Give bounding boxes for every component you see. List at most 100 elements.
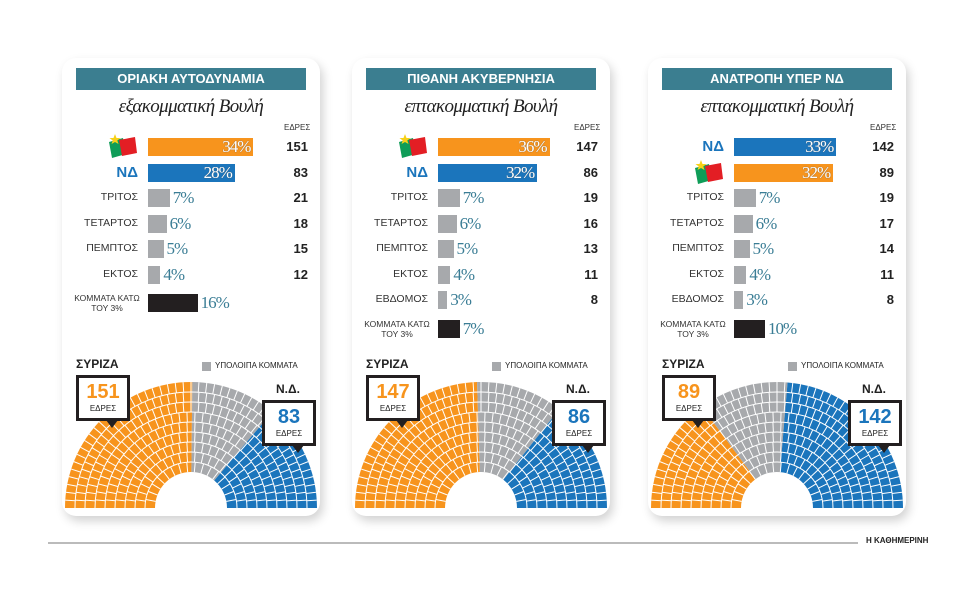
seat-callout: 83 ΕΔΡΕΣ: [262, 400, 316, 446]
seat-divider: [269, 468, 279, 474]
seat-divider: [516, 388, 521, 398]
seat-divider: [121, 441, 130, 449]
seat-divider: [460, 445, 465, 455]
seat-divider: [807, 440, 814, 450]
seat-divider: [226, 398, 231, 409]
seat-divider: [830, 420, 838, 429]
seat-divider: [772, 442, 774, 453]
seat-divider: [271, 475, 282, 480]
seat-divider: [556, 499, 567, 502]
seat-divider: [884, 461, 895, 466]
seat-divider: [144, 390, 149, 401]
seat-divider: [386, 491, 397, 494]
seat-divider: [574, 483, 585, 488]
seat-divider: [740, 429, 746, 440]
seat-divider: [578, 461, 588, 467]
seat-divider: [304, 483, 315, 487]
seat-divider: [201, 412, 204, 423]
seat-divider: [780, 432, 782, 443]
seat-divider: [822, 468, 831, 476]
seat-divider: [415, 468, 425, 475]
seat-divider: [702, 491, 713, 495]
callout-unit: ΕΔΡΕΣ: [89, 404, 117, 413]
seat-divider: [105, 499, 116, 502]
seat-divider: [460, 414, 464, 425]
seat-divider: [657, 468, 667, 473]
seat-divider: [77, 483, 88, 487]
seat-divider: [246, 499, 257, 502]
seat-divider: [178, 422, 181, 433]
seat-divider: [824, 415, 831, 426]
bar: [148, 265, 161, 284]
seat-divider: [692, 491, 703, 495]
seat-count: 11: [880, 266, 894, 282]
seat-divider: [721, 499, 732, 502]
seat-divider: [472, 382, 475, 393]
seat-divider: [284, 483, 295, 488]
seat-count: 12: [293, 266, 308, 282]
seat-divider: [186, 432, 188, 443]
seat-divider: [276, 499, 287, 502]
seat-divider: [177, 463, 182, 474]
seat-ring: [700, 431, 854, 509]
seat-divider: [516, 456, 524, 466]
category-label: ΤΕΤΑΡΤΟΣ: [374, 216, 428, 229]
seat-divider: [186, 462, 189, 473]
seat-divider: [79, 476, 90, 480]
seat-divider: [814, 433, 821, 443]
seat-divider: [76, 491, 87, 495]
seat-divider: [147, 422, 153, 432]
seat-divider: [422, 475, 433, 482]
seat-divider: [170, 414, 174, 425]
seat-divider: [534, 420, 542, 429]
seat-divider: [571, 447, 581, 454]
seat-divider: [502, 394, 506, 405]
seat-divider: [270, 447, 279, 455]
seat-divider: [129, 397, 136, 407]
seat-divider: [737, 483, 747, 490]
panel-subtitle: εξακομματική Βουλή: [118, 96, 264, 117]
seat-divider: [252, 401, 259, 411]
seat-divider: [716, 420, 724, 429]
seat-divider: [745, 396, 749, 407]
legend-swatch: [788, 362, 797, 371]
seat-divider: [836, 475, 847, 481]
seat-divider: [874, 461, 884, 467]
seat-count: 89: [879, 164, 894, 180]
seat-divider: [491, 412, 494, 423]
category-label: ΤΡΙΤΟΣ: [100, 191, 138, 203]
seat-divider: [800, 437, 806, 447]
seat-divider: [838, 441, 847, 449]
seat-divider: [137, 468, 146, 476]
bar: [148, 138, 254, 156]
seat-divider: [837, 412, 845, 422]
seat-divider: [445, 463, 453, 473]
seat-divider: [246, 397, 253, 407]
seat-divider: [205, 382, 208, 393]
seat-divider: [114, 468, 124, 474]
seat-divider: [748, 448, 754, 458]
seat-divider: [529, 404, 535, 415]
seat-divider: [772, 452, 775, 463]
seat-divider: [408, 461, 418, 468]
seat-divider: [446, 476, 455, 485]
seat-divider: [201, 432, 204, 443]
seat-divider: [427, 404, 433, 415]
seat-divider: [110, 475, 121, 481]
seat-divider: [861, 491, 872, 494]
seat-divider: [793, 445, 798, 455]
seat-divider: [464, 403, 468, 414]
seat-divider: [843, 447, 853, 455]
seat-divider: [811, 409, 817, 419]
seat-divider: [115, 499, 126, 502]
seat-divider: [866, 468, 876, 474]
callout-unit: ΕΔΡΕΣ: [379, 404, 407, 413]
seat-divider: [445, 452, 452, 461]
seat-divider: [681, 440, 691, 448]
party-logo: [109, 134, 137, 158]
seat-divider: [484, 442, 486, 453]
seat-divider: [437, 433, 444, 443]
seat-divider: [768, 392, 771, 403]
